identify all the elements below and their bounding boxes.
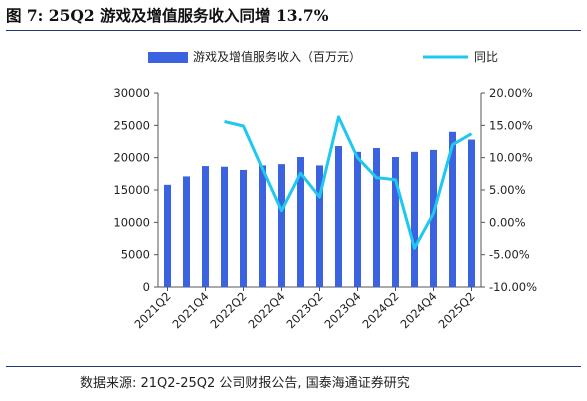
bar <box>354 151 361 287</box>
legend-label-line: 同比 <box>474 50 498 64</box>
bar <box>278 164 285 287</box>
bar-series <box>164 131 475 287</box>
y-tick-label-left: 30000 <box>113 86 150 100</box>
bar <box>411 151 418 287</box>
y-tick-label-left: 10000 <box>113 215 150 229</box>
chart-title: 图 7: 25Q2 游戏及增值服务收入同增 13.7% <box>6 6 329 25</box>
x-tick-label: 2024Q2 <box>359 289 401 331</box>
yoy-line <box>224 115 473 250</box>
y-tick-label-left: 25000 <box>113 118 150 132</box>
bar <box>164 184 171 287</box>
bar <box>183 176 190 287</box>
legend-label-bar: 游戏及增值服务收入（百万元） <box>193 49 361 64</box>
bar <box>430 149 437 287</box>
y-tick-label-right: 15.00% <box>489 118 533 132</box>
bar <box>202 166 209 287</box>
y-tick-label-right: 0.00% <box>489 215 526 229</box>
y-tick-label-right: -10.00% <box>489 280 537 294</box>
x-tick-label: 2023Q2 <box>283 289 325 331</box>
y-tick-label-right: 10.00% <box>489 151 533 165</box>
x-tick-label: 2021Q4 <box>169 289 211 331</box>
bar <box>468 139 475 287</box>
bar <box>316 165 323 287</box>
bar <box>335 146 342 287</box>
x-tick-label: 2025Q2 <box>435 289 477 331</box>
bar <box>221 166 228 287</box>
legend: 游戏及增值服务收入（百万元） 同比 <box>148 49 498 64</box>
y-tick-label-left: 0 <box>143 280 150 294</box>
x-tick-label: 2021Q2 <box>131 289 173 331</box>
source-divider <box>6 366 581 367</box>
y-tick-label-left: 5000 <box>121 248 150 262</box>
bar <box>449 131 456 287</box>
source-note: 数据来源: 21Q2-25Q2 公司财报公告, 国泰海通证券研究 <box>80 376 410 391</box>
bar <box>392 157 399 287</box>
y-tick-label-left: 15000 <box>113 183 150 197</box>
y-tick-label-right: -5.00% <box>489 248 530 262</box>
bar <box>240 169 247 287</box>
x-tick-label: 2022Q4 <box>245 289 287 331</box>
line-series <box>224 115 473 250</box>
bar <box>259 165 266 287</box>
x-tick-label: 2023Q4 <box>321 289 363 331</box>
y-tick-label-left: 20000 <box>113 151 150 165</box>
x-tick-label: 2024Q4 <box>397 289 439 331</box>
title-divider <box>6 30 581 31</box>
bar <box>373 147 380 287</box>
bar <box>297 157 304 287</box>
x-tick-label: 2022Q2 <box>207 289 249 331</box>
y-tick-label-right: 5.00% <box>489 183 526 197</box>
legend-swatch-bar <box>148 52 188 63</box>
y-tick-label-right: 20.00% <box>489 86 533 100</box>
chart: 游戏及增值服务收入（百万元） 同比 30000 25000 20000 15000 10… <box>113 49 537 331</box>
